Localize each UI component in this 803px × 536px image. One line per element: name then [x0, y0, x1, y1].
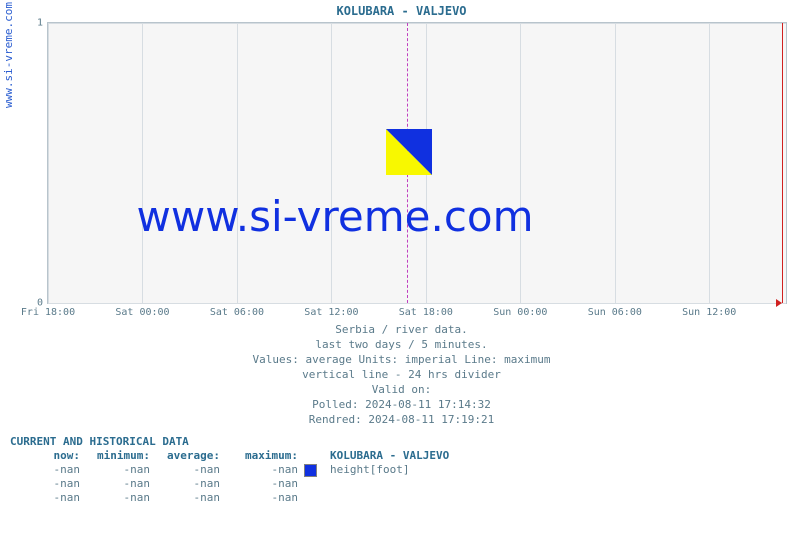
info-line-validon: Valid on: — [0, 382, 803, 397]
gridline-vertical — [142, 23, 143, 303]
gridline-vertical — [615, 23, 616, 303]
current-time-arrow-icon — [776, 299, 782, 307]
legend-color-icon — [304, 464, 317, 477]
gridline-vertical — [48, 23, 49, 303]
table-row: -nan-nan-nan-nan — [10, 491, 590, 505]
x-tick-label: Sat 12:00 — [304, 307, 358, 318]
cell-legend: height[foot] — [324, 463, 590, 477]
x-tick-label: Sun 06:00 — [588, 307, 642, 318]
cell-now: -nan — [10, 491, 80, 505]
gridline-vertical — [520, 23, 521, 303]
info-line-divider: vertical line - 24 hrs divider — [0, 367, 803, 382]
cell-maximum: -nan — [220, 477, 298, 491]
col-now: now: — [10, 449, 80, 463]
gridline-horizontal — [48, 303, 786, 304]
gridline-vertical — [237, 23, 238, 303]
cell-average: -nan — [150, 491, 220, 505]
table-row: -nan-nan-nan-nanheight[foot] — [10, 463, 590, 477]
info-line-rendered: Rendred: 2024-08-11 17:19:21 — [0, 412, 803, 427]
col-average: average: — [150, 449, 220, 463]
col-station: KOLUBARA - VALJEVO — [324, 449, 590, 463]
table-header-row: now:minimum:average:maximum: KOLUBARA - V… — [10, 449, 590, 463]
current-time-line — [782, 23, 783, 303]
chart-plot-area: 01Fri 18:00Sat 00:00Sat 06:00Sat 12:00Sa… — [47, 22, 787, 304]
gridline-vertical — [709, 23, 710, 303]
info-line-values: Values: average Units: imperial Line: ma… — [0, 352, 803, 367]
cell-average: -nan — [150, 463, 220, 477]
y-tick-label: 1 — [37, 18, 43, 29]
gridline-vertical — [331, 23, 332, 303]
table-row: -nan-nan-nan-nan — [10, 477, 590, 491]
chart-title: KOLUBARA - VALJEVO — [0, 4, 803, 18]
cell-minimum: -nan — [80, 491, 150, 505]
cell-now: -nan — [10, 477, 80, 491]
info-line-source: Serbia / river data. — [0, 322, 803, 337]
col-minimum: minimum: — [80, 449, 150, 463]
table-heading: CURRENT AND HISTORICAL DATA — [10, 435, 590, 449]
watermark-text: www.si-vreme.com — [137, 192, 534, 241]
x-tick-label: Sun 12:00 — [682, 307, 736, 318]
y-axis-label: www.si-vreme.com — [2, 2, 15, 108]
cell-minimum: -nan — [80, 477, 150, 491]
info-line-polled: Polled: 2024-08-11 17:14:32 — [0, 397, 803, 412]
cell-now: -nan — [10, 463, 80, 477]
data-table: CURRENT AND HISTORICAL DATAnow:minimum:a… — [10, 435, 590, 505]
watermark-logo-icon — [386, 129, 432, 175]
info-line-period: last two days / 5 minutes. — [0, 337, 803, 352]
cell-minimum: -nan — [80, 463, 150, 477]
cell-average: -nan — [150, 477, 220, 491]
col-maximum: maximum: — [220, 449, 298, 463]
gridline-horizontal — [48, 23, 786, 24]
legend-swatch-cell — [298, 463, 324, 477]
x-tick-label: Sat 06:00 — [210, 307, 264, 318]
x-tick-label: Fri 18:00 — [21, 307, 75, 318]
x-tick-label: Sat 18:00 — [399, 307, 453, 318]
x-tick-label: Sat 00:00 — [115, 307, 169, 318]
cell-maximum: -nan — [220, 463, 298, 477]
chart-info-block: Serbia / river data. last two days / 5 m… — [0, 322, 803, 427]
x-tick-label: Sun 00:00 — [493, 307, 547, 318]
cell-maximum: -nan — [220, 491, 298, 505]
